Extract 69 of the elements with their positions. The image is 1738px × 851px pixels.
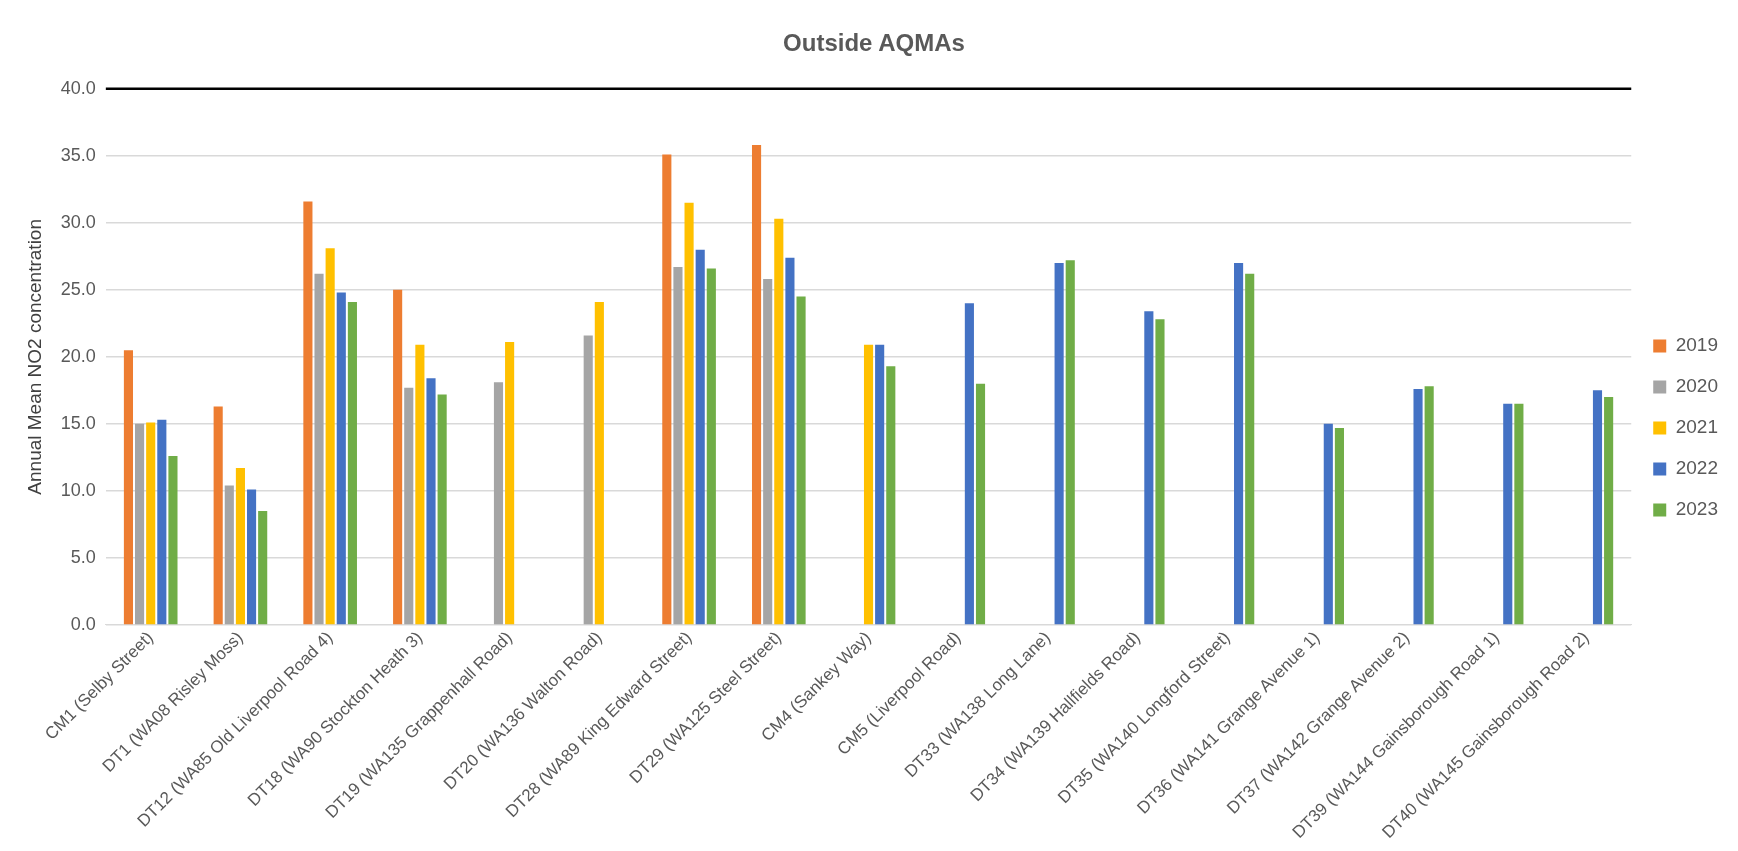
bar [1323, 423, 1333, 625]
bar [706, 268, 716, 625]
bar [1245, 273, 1255, 625]
bar [863, 344, 874, 625]
y-tick-label: 40.0 [60, 77, 96, 98]
bar [224, 485, 234, 625]
bar [1234, 263, 1244, 625]
bar [123, 350, 134, 625]
bar [583, 335, 593, 625]
bar [336, 292, 346, 625]
bar [1155, 319, 1165, 625]
bar [347, 301, 357, 625]
bar [303, 201, 313, 625]
bar [886, 366, 896, 625]
y-tick-label: 10.0 [60, 479, 96, 500]
bar [415, 344, 425, 625]
legend-label: 2020 [1675, 375, 1719, 397]
bar [325, 248, 335, 625]
bar [785, 257, 795, 625]
legend-label: 2022 [1675, 457, 1719, 479]
y-tick-label: 20.0 [60, 345, 96, 366]
bar [246, 489, 257, 625]
legend-label: 2023 [1675, 498, 1719, 520]
bar [404, 387, 414, 625]
y-tick-label: 25.0 [60, 278, 96, 299]
bar [796, 296, 806, 625]
bar [314, 273, 324, 625]
bar [1592, 390, 1603, 625]
bar [426, 378, 436, 625]
bar [1503, 403, 1513, 625]
bar [235, 468, 245, 625]
bar [673, 267, 683, 625]
bar [1604, 397, 1614, 625]
y-axis-title: Annual Mean NO2 concentration [23, 219, 45, 495]
bar [1424, 386, 1434, 625]
y-tick-label: 35.0 [60, 144, 96, 165]
bar [594, 301, 604, 625]
bar [964, 303, 974, 625]
bar [1065, 260, 1075, 625]
bar [975, 383, 986, 625]
bar [684, 202, 694, 625]
bar [258, 510, 268, 625]
bar [437, 394, 447, 625]
legend-label: 2021 [1675, 416, 1719, 438]
bar [168, 456, 178, 625]
bar [695, 249, 705, 625]
bar [157, 419, 167, 625]
bar [763, 279, 773, 625]
y-tick-label: 30.0 [60, 211, 96, 232]
y-tick-label: 5.0 [70, 546, 96, 567]
bar [1413, 389, 1423, 625]
bar [393, 289, 403, 625]
bar [1514, 403, 1524, 625]
bar [493, 382, 504, 625]
bar [774, 218, 784, 625]
bar [1054, 263, 1064, 625]
y-tick-label: 0.0 [70, 613, 96, 634]
bar [1334, 427, 1344, 625]
chart-title: Outside AQMAs [783, 29, 965, 57]
bar [875, 344, 885, 625]
bar [751, 145, 762, 625]
y-tick-label: 15.0 [60, 412, 96, 433]
bar [146, 422, 156, 625]
bar [213, 406, 223, 625]
bar [662, 154, 672, 625]
bar [135, 423, 145, 625]
bar [1144, 311, 1154, 625]
legend-label: 2019 [1675, 334, 1719, 356]
bar [505, 342, 515, 625]
